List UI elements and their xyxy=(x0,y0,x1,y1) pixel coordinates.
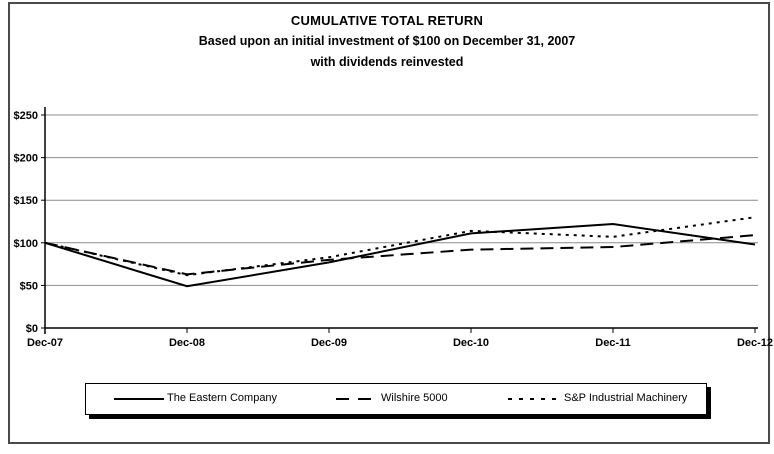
legend-label-sp-industrial-machinery: S&P Industrial Machinery xyxy=(564,392,688,404)
y-axis-label: $250 xyxy=(14,110,38,122)
y-axis-label: $150 xyxy=(14,195,38,207)
chart-subtitle-line1: Based upon an initial investment of $100… xyxy=(198,34,576,48)
y-axis-label: $0 xyxy=(26,323,38,335)
x-axis-label: Dec-08 xyxy=(169,337,205,349)
y-axis-label: $50 xyxy=(20,280,38,292)
legend-label-wilshire-5000: Wilshire 5000 xyxy=(381,392,448,404)
legend-solid-line-icon xyxy=(114,398,164,400)
y-axis-label: $200 xyxy=(14,153,38,165)
series-line-the-eastern-company xyxy=(44,223,756,288)
x-axis-label: Dec-09 xyxy=(311,337,347,349)
series-line-wilshire-5000 xyxy=(44,234,756,276)
chart-frame xyxy=(8,2,770,444)
chart-subtitle-line2: with dividends reinvested xyxy=(310,55,464,69)
x-axis-label: Dec-12 xyxy=(737,337,773,349)
chart-title: CUMULATIVE TOTAL RETURN xyxy=(290,13,484,28)
line-chart-plot: $0 $50 $100 $150 $200 $250 Dec-07 Dec-08 Dec-09 D… xyxy=(14,107,773,349)
series-line-s-p-industrial-machinery xyxy=(44,216,756,277)
x-axis-label: Dec-11 xyxy=(595,337,630,349)
legend-dotted-line-icon xyxy=(508,398,556,400)
y-axis-label: $100 xyxy=(14,238,38,250)
legend: The Eastern Company Wilshire 5000 S&P In… xyxy=(85,383,707,415)
legend-label-eastern-company: The Eastern Company xyxy=(167,392,278,404)
chart-title-block: CUMULATIVE TOTAL RETURN Based upon an in… xyxy=(0,10,774,73)
legend-dashed-line-icon xyxy=(336,398,371,400)
x-axis-label: Dec-10 xyxy=(453,337,489,349)
x-axis-label: Dec-07 xyxy=(27,337,63,349)
